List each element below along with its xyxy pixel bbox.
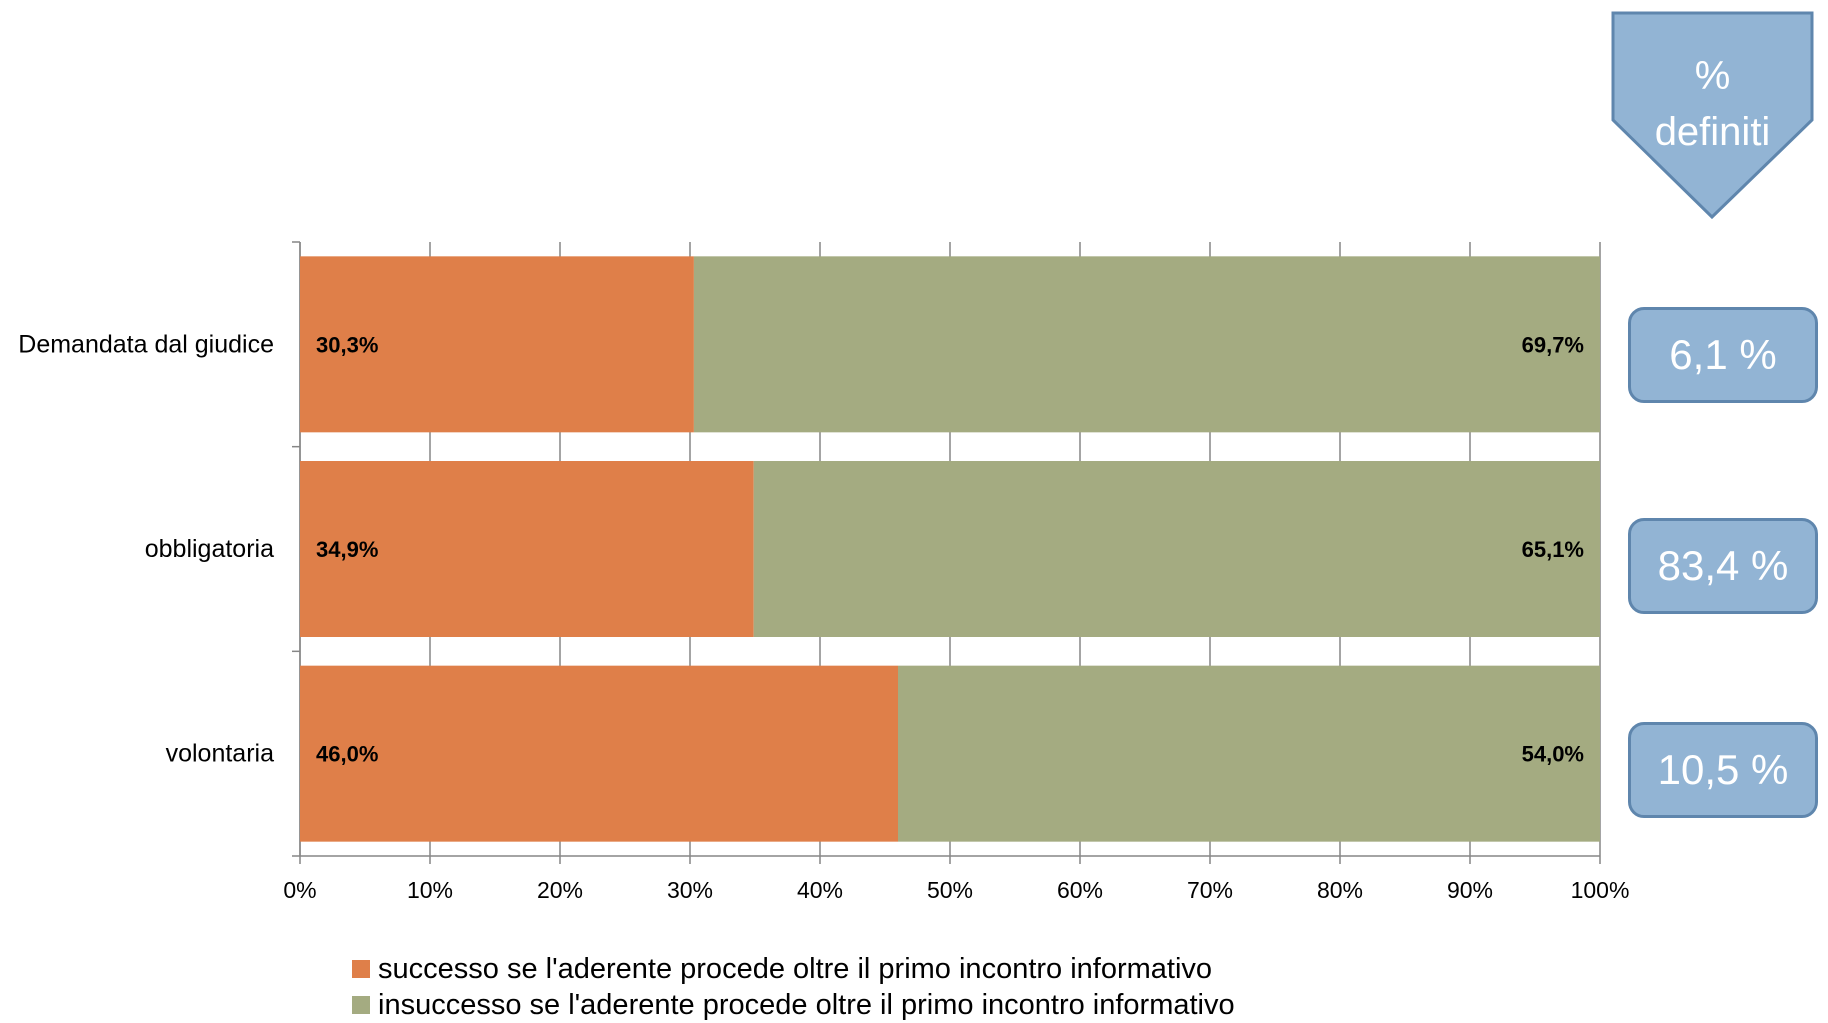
x-tick-label: 40% <box>797 877 843 903</box>
legend-swatch-success <box>352 960 370 978</box>
data-label: 65,1% <box>1522 537 1584 562</box>
definiti-box-obbligatoria: 83,4 % <box>1628 518 1818 614</box>
legend: successo se l'aderente procede oltre il … <box>352 951 1235 1023</box>
bar-segment <box>300 461 754 637</box>
x-tick-label: 30% <box>667 877 713 903</box>
x-tick-label: 70% <box>1187 877 1233 903</box>
category-label: volontaria <box>166 740 274 768</box>
x-tick-label: 20% <box>537 877 583 903</box>
x-tick-label: 50% <box>927 877 973 903</box>
x-tick-label: 80% <box>1317 877 1363 903</box>
data-label: 69,7% <box>1522 332 1584 357</box>
data-label: 34,9% <box>316 537 378 562</box>
bar-segment <box>898 665 1600 842</box>
definiti-box-volontaria: 10,5 % <box>1628 722 1818 818</box>
category-label: obbligatoria <box>145 535 274 563</box>
definiti-header-percent: % <box>1694 54 1731 98</box>
category-label: Demandata dal giudice <box>18 330 274 358</box>
definiti-box-demandata: 6,1 % <box>1628 307 1818 403</box>
legend-item-failure: insuccesso se l'aderente procede oltre i… <box>352 987 1235 1023</box>
bar-segment <box>753 461 1600 637</box>
legend-swatch-failure <box>352 996 370 1014</box>
data-label: 30,3% <box>316 332 378 357</box>
legend-label-failure: insuccesso se l'aderente procede oltre i… <box>378 988 1235 1021</box>
definiti-header: % definiti <box>1610 48 1815 160</box>
x-tick-label: 60% <box>1057 877 1103 903</box>
x-tick-label: 90% <box>1447 877 1493 903</box>
down-arrow-icon <box>1611 11 1814 220</box>
definiti-arrow: % definiti <box>1610 10 1815 220</box>
bar-segment <box>300 256 694 433</box>
x-tick-label: 10% <box>407 877 453 903</box>
legend-label-success: successo se l'aderente procede oltre il … <box>378 952 1213 985</box>
data-label: 46,0% <box>316 742 378 767</box>
bar-segment <box>300 665 898 842</box>
x-tick-label: 0% <box>283 877 316 903</box>
data-label: 54,0% <box>1522 742 1584 767</box>
definiti-header-word: definiti <box>1654 110 1771 154</box>
legend-item-success: successo se l'aderente procede oltre il … <box>352 951 1235 987</box>
x-tick-label: 100% <box>1571 877 1630 903</box>
bar-segment <box>693 256 1600 433</box>
